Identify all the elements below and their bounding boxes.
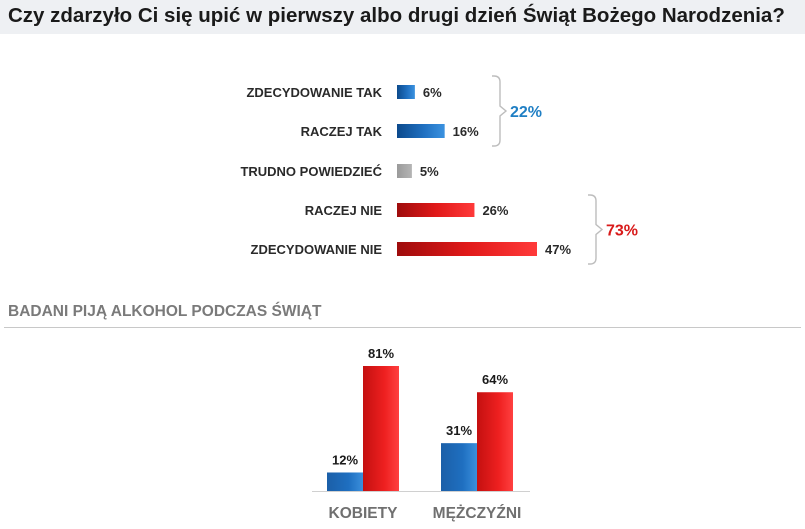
value-label: 6% <box>423 85 442 100</box>
horizontal-bar-chart: ZDECYDOWANIE TAK 6% RACZEJ TAK 16% TRUDNO PO… <box>240 75 638 265</box>
value-label: 47% <box>545 242 571 257</box>
group-bracket <box>588 194 604 265</box>
category-label: MĘŻCZYŹNI <box>433 505 522 522</box>
bar <box>477 392 513 491</box>
value-label: 12% <box>332 452 358 467</box>
value-label: 16% <box>453 124 479 139</box>
value-label: 81% <box>368 346 394 361</box>
group-total-label: 73% <box>606 223 638 240</box>
value-label: 31% <box>446 423 472 438</box>
bar <box>397 164 412 178</box>
bar <box>397 242 537 256</box>
category-label: TRUDNO POWIEDZIEĆ <box>240 164 382 179</box>
section-divider <box>4 327 801 328</box>
group-bracket <box>492 75 508 147</box>
value-label: 64% <box>482 372 508 387</box>
bar <box>363 366 399 491</box>
category-label: ZDECYDOWANIE NIE <box>251 242 383 257</box>
bar <box>441 443 477 491</box>
title-bar: Czy zdarzyło Ci się upić w pierwszy albo… <box>0 0 805 34</box>
bar <box>397 85 415 99</box>
category-label: ZDECYDOWANIE TAK <box>246 85 382 100</box>
value-label: 5% <box>420 164 439 179</box>
category-label: RACZEJ TAK <box>301 124 383 139</box>
bar <box>397 203 475 217</box>
bar <box>327 472 363 491</box>
vertical-bar-chart: 12% 81% KOBIETY 31% 64% MĘŻCZYŹNI <box>312 346 530 522</box>
bar <box>397 124 445 138</box>
group-total-label: 22% <box>510 104 542 121</box>
section-title: BADANI PIJĄ ALKOHOL PODCZAS ŚWIĄT <box>8 303 322 320</box>
category-label: KOBIETY <box>329 505 399 522</box>
value-label: 26% <box>482 203 508 218</box>
category-label: RACZEJ NIE <box>305 203 383 218</box>
chart-title: Czy zdarzyło Ci się upić w pierwszy albo… <box>8 4 785 27</box>
